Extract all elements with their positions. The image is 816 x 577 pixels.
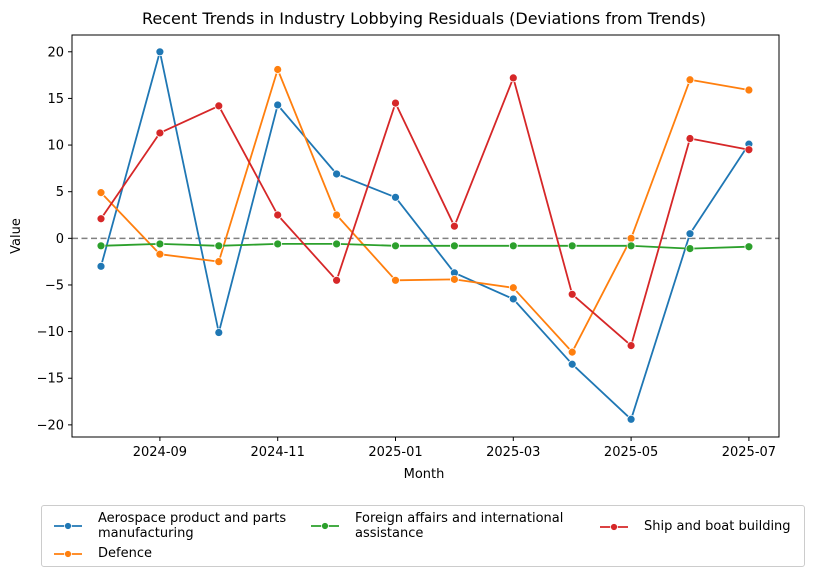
legend-item-defence[interactable]: Defence — [54, 546, 152, 561]
data-point — [449, 274, 459, 284]
data-point — [449, 241, 459, 251]
data-point — [508, 283, 518, 293]
data-point — [332, 210, 342, 220]
data-point — [508, 73, 518, 83]
legend-item-foreign-affairs[interactable]: Foreign affairs and international assist… — [311, 511, 563, 541]
legend-swatch-ship-boat — [600, 522, 628, 531]
data-point — [508, 294, 518, 304]
legend: Aerospace product and parts manufacturin… — [41, 505, 805, 567]
data-point — [391, 241, 400, 251]
data-point — [214, 241, 224, 251]
data-point — [332, 169, 342, 179]
data-point — [214, 101, 224, 111]
data-point — [744, 145, 754, 155]
data-point — [685, 134, 695, 143]
data-point — [214, 328, 224, 337]
series-3 — [96, 239, 754, 253]
data-point — [155, 128, 165, 138]
legend-item-aerospace[interactable]: Aerospace product and parts manufacturin… — [54, 511, 286, 541]
data-point — [273, 239, 283, 249]
x-axis-label: Month — [404, 467, 445, 482]
data-point — [744, 85, 754, 95]
chart-title: Recent Trends in Industry Lobbying Resid… — [142, 9, 706, 28]
data-point — [685, 244, 695, 253]
data-point — [567, 347, 577, 357]
data-point — [626, 414, 636, 424]
legend-label-foreign-affairs-line-1: Foreign affairs and international — [355, 511, 564, 526]
data-point — [96, 214, 106, 224]
y-tick-label: −15 — [37, 372, 64, 387]
x-axis: 2024-09 2024-11 2025-01 2025-03 2025-05 2025-… — [133, 437, 776, 460]
x-tick-label: 2025-01 — [368, 445, 422, 460]
series-line — [100, 50, 750, 421]
data-point — [508, 241, 518, 251]
data-point — [685, 229, 695, 239]
data-point — [626, 341, 636, 350]
data-point — [744, 242, 754, 252]
y-tick-label: −20 — [37, 418, 64, 433]
x-tick-label: 2025-05 — [604, 445, 658, 460]
series-line — [100, 68, 750, 354]
data-point — [96, 261, 106, 271]
legend-swatch-foreign-affairs — [311, 522, 339, 530]
data-point — [391, 192, 400, 202]
data-point — [96, 188, 106, 198]
data-point — [155, 249, 165, 259]
legend-item-ship-boat[interactable]: Ship and boat building — [600, 519, 791, 534]
data-point — [273, 65, 283, 74]
legend-label-aerospace: Aerospace product and parts manufacturin… — [98, 511, 286, 541]
legend-label-foreign-affairs: Foreign affairs and international assist… — [355, 511, 563, 541]
y-axis-label: Value — [9, 218, 24, 254]
data-point — [273, 100, 283, 110]
data-point — [155, 47, 165, 57]
data-point — [567, 359, 577, 369]
data-point — [449, 221, 459, 231]
legend-label-ship-boat: Ship and boat building — [644, 519, 791, 534]
data-point — [391, 98, 400, 108]
data-point — [626, 241, 636, 251]
y-tick-label: 20 — [47, 45, 64, 60]
series-group — [96, 47, 754, 424]
data-point — [214, 257, 224, 267]
data-point — [391, 275, 400, 285]
legend-swatch-aerospace — [54, 522, 82, 530]
data-point — [332, 275, 342, 285]
y-tick-label: −5 — [45, 278, 64, 293]
data-point — [567, 241, 577, 251]
data-point — [626, 233, 636, 243]
data-point — [155, 239, 165, 249]
series-1 — [96, 47, 754, 424]
x-tick-label: 2025-03 — [486, 445, 540, 460]
legend-label-defence: Defence — [98, 546, 152, 561]
data-point — [332, 239, 342, 249]
plot-frame — [71, 34, 780, 438]
y-tick-label: 0 — [56, 232, 64, 247]
data-point — [273, 210, 283, 220]
data-point — [567, 289, 577, 299]
legend-label-aerospace-line-1: Aerospace product and parts — [98, 511, 287, 526]
y-tick-label: −10 — [37, 325, 64, 340]
data-point — [685, 75, 695, 85]
legend-label-aerospace-line-2: manufacturing — [98, 526, 194, 541]
x-tick-label: 2025-07 — [722, 445, 776, 460]
y-tick-label: 5 — [56, 185, 64, 200]
data-point — [96, 241, 106, 251]
y-axis: −20 −15 −10 −5 0 5 10 15 20 — [37, 45, 72, 433]
y-tick-label: 10 — [47, 139, 64, 154]
legend-swatch-defence — [54, 549, 82, 558]
y-tick-label: 15 — [47, 92, 64, 107]
series-line — [100, 242, 749, 250]
series-line — [100, 77, 750, 347]
series-4 — [96, 73, 754, 350]
legend-label-foreign-affairs-line-2: assistance — [355, 526, 424, 541]
x-tick-label: 2024-11 — [251, 445, 305, 460]
series-2 — [96, 65, 754, 357]
x-tick-label: 2024-09 — [133, 445, 187, 460]
